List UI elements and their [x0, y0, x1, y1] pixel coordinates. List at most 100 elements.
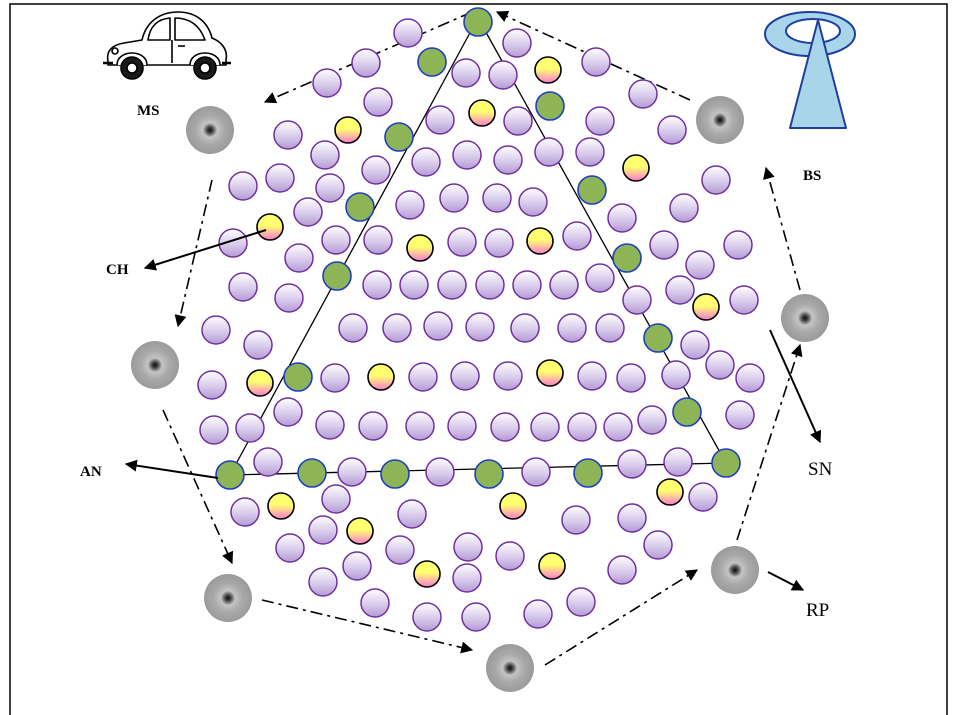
sensor-node: [490, 412, 520, 442]
sensor-node: [669, 193, 699, 223]
sensor-node: [218, 228, 248, 258]
car-rear-window: [174, 17, 206, 41]
sensor-node: [447, 227, 477, 257]
ch-pointer-arrow: [143, 229, 267, 271]
an-pointer-arrow: [124, 459, 219, 479]
rendezvous-point: [711, 546, 759, 594]
sensor-node: [423, 311, 453, 341]
sensor-node: [199, 415, 229, 445]
cluster-head-node: [346, 517, 374, 545]
sensor-node: [701, 165, 731, 195]
ch-label: CH: [106, 262, 129, 278]
sensor-node: [451, 58, 481, 88]
anchor-node: [573, 458, 603, 488]
sensor-node: [284, 243, 314, 273]
sensor-node: [310, 140, 340, 170]
sensor-node: [425, 457, 455, 487]
sensor-node: [549, 270, 579, 300]
sensor-node: [562, 221, 592, 251]
cluster-head-node: [256, 213, 284, 241]
sn-label: SN: [808, 459, 833, 480]
sensor-node: [361, 155, 391, 185]
sn-pointer-arrow: [769, 329, 822, 444]
sensor-node: [265, 163, 295, 193]
cluster-head-node: [622, 154, 650, 182]
antenna-icon: [763, 11, 857, 129]
sensor-node: [453, 532, 483, 562]
anchor-node: [643, 323, 673, 353]
sensor-node: [393, 18, 423, 48]
sensor-node: [685, 250, 715, 280]
sensor-node: [452, 563, 482, 593]
sensor-node: [360, 588, 390, 618]
anchor-node: [322, 261, 352, 291]
mobile-sink-path: [162, 11, 803, 666]
anchor-nodes: [215, 7, 741, 490]
sensor-node: [465, 312, 495, 342]
triangle-left-edge: [229, 17, 479, 476]
anchor-node: [283, 362, 313, 392]
anchor-node: [672, 397, 702, 427]
sensor-node: [363, 225, 393, 255]
sensor-node: [395, 190, 425, 220]
sensor-node: [437, 270, 467, 300]
sensor-node: [320, 363, 350, 393]
sensor-node: [581, 47, 611, 77]
sensor-node: [475, 270, 505, 300]
sensor-node: [663, 447, 693, 477]
sensor-node: [585, 263, 615, 293]
sensor-node: [585, 106, 615, 136]
sensor-node: [729, 285, 759, 315]
sensor-node: [228, 171, 258, 201]
rendezvous-point: [186, 106, 234, 154]
sensor-node: [308, 515, 338, 545]
rp-label: RP: [806, 600, 829, 621]
sensor-node: [607, 203, 637, 233]
sensor-node: [293, 197, 323, 227]
sensor-node: [643, 530, 673, 560]
sensor-node: [425, 105, 455, 135]
sensor-node: [447, 411, 477, 441]
car-headlight: [111, 47, 119, 55]
ms-label: MS: [137, 103, 160, 119]
sensor-node: [439, 183, 469, 213]
sensor-node: [484, 228, 514, 258]
cluster-head-node: [538, 552, 566, 580]
sink-path-segment: [736, 343, 803, 541]
car-front-hub: [126, 62, 138, 74]
sensor-node: [503, 106, 533, 136]
sensor-node: [337, 457, 367, 487]
sensor-node: [661, 360, 691, 390]
anchor-node: [711, 448, 741, 478]
cluster-head-node: [267, 492, 295, 520]
sensor-node: [607, 555, 637, 585]
cluster-head-node: [499, 492, 527, 520]
car-front-window: [147, 17, 171, 41]
anchor-node: [297, 458, 327, 488]
cluster-head-node: [406, 234, 434, 262]
sink-path-segment: [261, 599, 474, 654]
bs-label: BS: [803, 168, 821, 184]
sensor-node: [321, 225, 351, 255]
sensor-node: [351, 48, 381, 78]
rendezvous-points: [131, 96, 829, 692]
antenna-ring: [763, 11, 857, 57]
sensor-node: [649, 230, 679, 260]
sensor-node: [405, 411, 435, 441]
sensor-node: [680, 330, 710, 360]
sensor-node: [561, 505, 591, 535]
rp-pointer-arrow: [767, 571, 805, 591]
sensor-node: [566, 587, 596, 617]
sensor-node: [628, 79, 658, 109]
cluster-head-node: [656, 478, 684, 506]
sensor-node: [603, 412, 633, 442]
sensor-node: [735, 363, 765, 393]
sensor-node: [382, 313, 412, 343]
sensor-node: [399, 270, 429, 300]
frame-border: [9, 3, 948, 715]
sensor-node: [275, 533, 305, 563]
rendezvous-point: [696, 96, 744, 144]
cluster-head-node: [334, 116, 362, 144]
anchor-node: [612, 243, 642, 273]
